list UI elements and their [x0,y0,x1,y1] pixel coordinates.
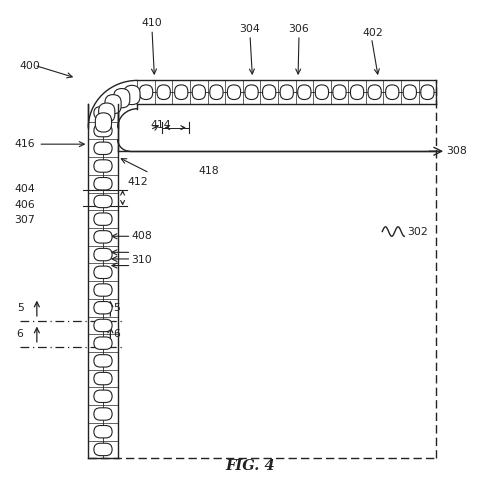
FancyBboxPatch shape [94,302,112,314]
Text: 5: 5 [16,303,24,313]
FancyBboxPatch shape [94,390,112,402]
FancyBboxPatch shape [94,248,112,261]
Text: 416: 416 [15,139,36,149]
FancyBboxPatch shape [368,85,382,99]
Text: 402: 402 [362,28,384,38]
FancyBboxPatch shape [157,85,170,99]
Text: 5: 5 [113,303,119,313]
Text: 302: 302 [407,227,428,237]
FancyBboxPatch shape [245,85,258,99]
FancyBboxPatch shape [94,266,112,279]
Text: 408: 408 [132,231,152,241]
FancyBboxPatch shape [94,373,112,385]
FancyBboxPatch shape [94,408,112,420]
FancyBboxPatch shape [94,124,112,137]
FancyBboxPatch shape [94,319,112,332]
FancyBboxPatch shape [124,85,140,105]
FancyBboxPatch shape [421,85,434,99]
Text: 410: 410 [142,18,163,28]
Text: 307: 307 [14,215,36,225]
FancyBboxPatch shape [403,85,416,99]
Text: 400: 400 [20,61,40,71]
Text: 308: 308 [446,146,467,156]
Text: 406: 406 [14,200,36,210]
FancyBboxPatch shape [94,426,112,438]
FancyBboxPatch shape [94,177,112,190]
Text: FIG. 4: FIG. 4 [225,459,275,473]
FancyBboxPatch shape [350,85,364,99]
Text: 404: 404 [14,184,36,194]
Text: 418: 418 [198,166,219,176]
Text: 414: 414 [150,120,171,130]
FancyBboxPatch shape [140,85,152,99]
Text: 304: 304 [240,24,260,34]
Text: 6: 6 [113,329,119,339]
FancyBboxPatch shape [316,85,328,99]
FancyBboxPatch shape [94,107,112,119]
FancyBboxPatch shape [333,85,346,99]
Text: 310: 310 [132,255,152,265]
FancyBboxPatch shape [298,85,311,99]
FancyBboxPatch shape [94,142,112,155]
FancyBboxPatch shape [210,85,223,99]
Text: 6: 6 [16,329,24,339]
FancyBboxPatch shape [94,355,112,367]
FancyBboxPatch shape [94,337,112,349]
Text: 412: 412 [128,177,148,187]
Text: 306: 306 [288,24,310,34]
FancyBboxPatch shape [96,113,112,132]
FancyBboxPatch shape [94,284,112,296]
FancyBboxPatch shape [262,85,276,99]
FancyBboxPatch shape [94,213,112,226]
FancyBboxPatch shape [105,94,121,114]
FancyBboxPatch shape [94,443,112,455]
FancyBboxPatch shape [280,85,293,99]
FancyBboxPatch shape [114,89,130,108]
FancyBboxPatch shape [386,85,399,99]
FancyBboxPatch shape [94,160,112,172]
FancyBboxPatch shape [98,103,115,122]
FancyBboxPatch shape [94,231,112,243]
FancyBboxPatch shape [174,85,188,99]
FancyBboxPatch shape [228,85,240,99]
FancyBboxPatch shape [192,85,205,99]
FancyBboxPatch shape [94,195,112,208]
